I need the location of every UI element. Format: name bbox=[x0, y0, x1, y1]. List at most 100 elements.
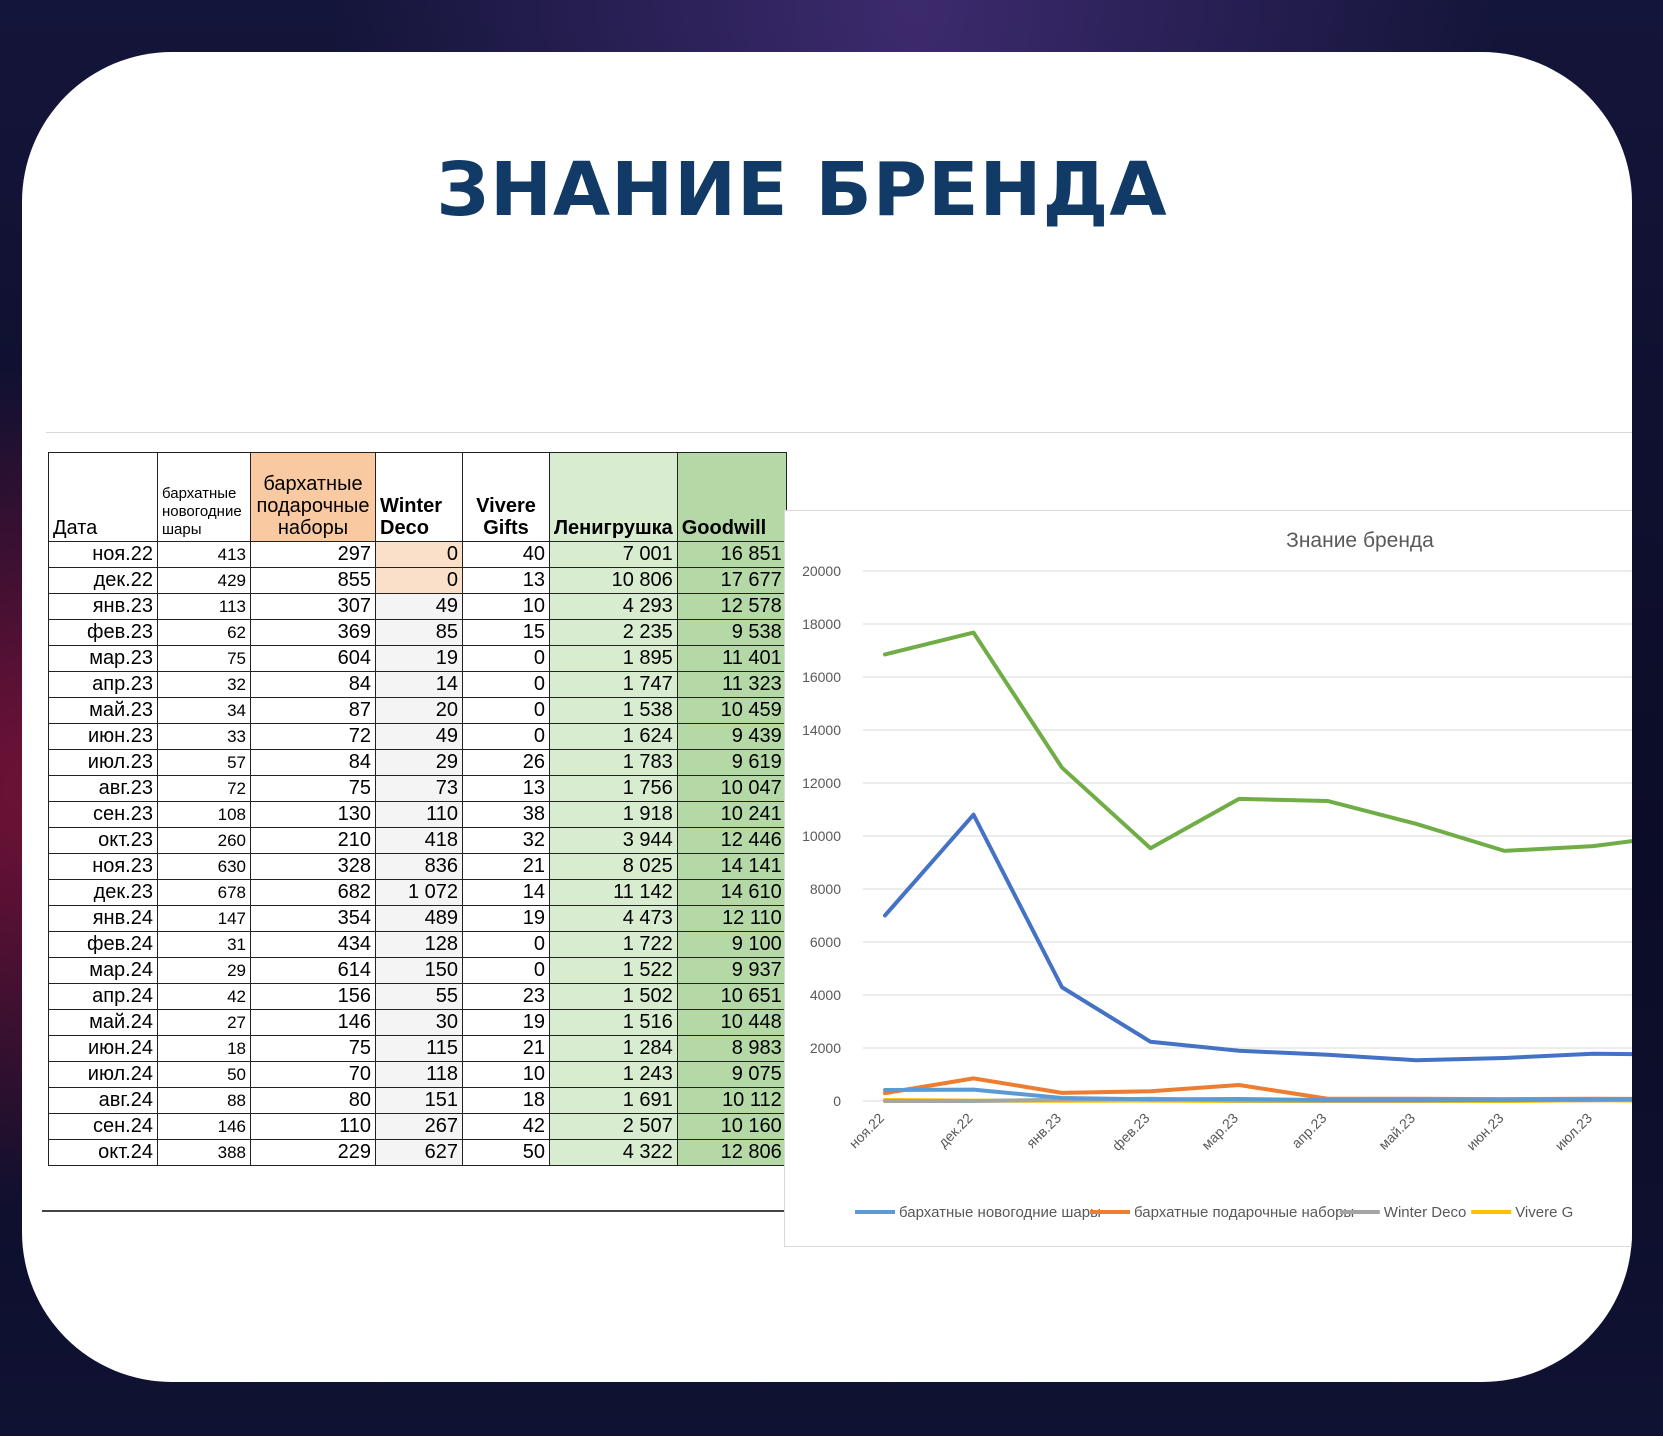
table-cell: май.24 bbox=[48, 1009, 158, 1036]
table-row: авг.24 88 80 151 18 1 691 10 112 bbox=[48, 1087, 787, 1114]
legend-label: бархатные новогодние шары bbox=[899, 1204, 1101, 1221]
table-cell: 17 677 bbox=[676, 567, 787, 594]
legend-label: Vivere G bbox=[1515, 1204, 1573, 1221]
y-tick-label: 8000 bbox=[810, 881, 841, 897]
table-cell: авг.23 bbox=[48, 775, 158, 802]
x-tick-label: фев.23 bbox=[1109, 1110, 1153, 1154]
table-cell: 10 806 bbox=[549, 567, 678, 594]
table-cell: 19 bbox=[462, 1009, 550, 1036]
table-cell: 73 bbox=[375, 775, 463, 802]
table-cell: 0 bbox=[462, 957, 550, 984]
header-vivere-gifts: Vivere Gifts bbox=[462, 452, 550, 542]
table-row: сен.23 108 130 110 38 1 918 10 241 bbox=[48, 801, 787, 828]
table-cell: 75 bbox=[250, 775, 376, 802]
table-cell: окт.23 bbox=[48, 827, 158, 854]
table-cell: 4 322 bbox=[549, 1139, 678, 1166]
table-cell: 113 bbox=[157, 593, 251, 620]
legend-label: бархатные подарочные наборы bbox=[1134, 1204, 1354, 1221]
y-tick-label: 2000 bbox=[810, 1040, 841, 1056]
table-cell: фев.24 bbox=[48, 931, 158, 958]
header-goodwill: Goodwill bbox=[676, 452, 787, 542]
table-cell: 34 bbox=[157, 697, 251, 724]
table-cell: 1 756 bbox=[549, 775, 678, 802]
table-cell: 418 bbox=[375, 827, 463, 854]
table-cell: 12 446 bbox=[676, 827, 787, 854]
table-cell: 10 047 bbox=[676, 775, 787, 802]
table-cell: 1 538 bbox=[549, 697, 678, 724]
x-tick-label: янв.23 bbox=[1023, 1110, 1064, 1151]
table-cell: 29 bbox=[157, 957, 251, 984]
header-gift-sets: бархатные подарочные наборы bbox=[250, 452, 376, 542]
table-cell: 10 bbox=[462, 593, 550, 620]
table-cell: 49 bbox=[375, 593, 463, 620]
x-tick-label: июн.23 bbox=[1463, 1110, 1507, 1154]
table-cell: 682 bbox=[250, 879, 376, 906]
table-cell: мар.23 bbox=[48, 645, 158, 672]
table-cell: 27 bbox=[157, 1009, 251, 1036]
table-cell: 3 944 bbox=[549, 827, 678, 854]
table-cell: июн.24 bbox=[48, 1035, 158, 1062]
table-row: июн.23 33 72 49 0 1 624 9 439 bbox=[48, 723, 787, 750]
table-row: июл.24 50 70 118 10 1 243 9 075 bbox=[48, 1061, 787, 1088]
slide-title: ЗНАНИЕ БРЕНДА bbox=[436, 147, 1168, 233]
table-cell: 151 bbox=[375, 1087, 463, 1114]
table-cell: мар.24 bbox=[48, 957, 158, 984]
table-cell: 21 bbox=[462, 853, 550, 880]
table-cell: 0 bbox=[462, 645, 550, 672]
table-cell: 1 918 bbox=[549, 801, 678, 828]
table-cell: 229 bbox=[250, 1139, 376, 1166]
table-row: окт.23 260 210 418 32 3 944 12 446 bbox=[48, 827, 787, 854]
table-cell: 8 983 bbox=[676, 1035, 787, 1062]
table-cell: 62 bbox=[157, 619, 251, 646]
x-tick-label: дек.22 bbox=[935, 1110, 976, 1151]
table-cell: 10 bbox=[462, 1061, 550, 1088]
table-cell: 12 110 bbox=[676, 905, 787, 932]
table-cell: 14 141 bbox=[676, 853, 787, 880]
table-cell: май.23 bbox=[48, 697, 158, 724]
table-cell: 85 bbox=[375, 619, 463, 646]
table-cell: янв.23 bbox=[48, 593, 158, 620]
table-row: авг.23 72 75 73 13 1 756 10 047 bbox=[48, 775, 787, 802]
table-cell: 50 bbox=[157, 1061, 251, 1088]
table-cell: 354 bbox=[250, 905, 376, 932]
table-row: фев.23 62 369 85 15 2 235 9 538 bbox=[48, 619, 787, 646]
table-row: июн.24 18 75 115 21 1 284 8 983 bbox=[48, 1035, 787, 1062]
table-cell: 260 bbox=[157, 827, 251, 854]
slide: ЗНАНИЕ БРЕНДА Дата бархатные новогодние … bbox=[22, 52, 1632, 1382]
x-tick-label: июл.23 bbox=[1552, 1110, 1596, 1154]
table-cell: июл.24 bbox=[48, 1061, 158, 1088]
table-cell: 1 502 bbox=[549, 983, 678, 1010]
table-cell: 855 bbox=[250, 567, 376, 594]
table-cell: 1 895 bbox=[549, 645, 678, 672]
table-cell: 9 075 bbox=[676, 1061, 787, 1088]
legend-label: Winter Deco bbox=[1384, 1204, 1467, 1221]
table-cell: 21 bbox=[462, 1035, 550, 1062]
table-row: апр.23 32 84 14 0 1 747 11 323 bbox=[48, 671, 787, 698]
table-cell: 110 bbox=[250, 1113, 376, 1140]
table-cell: 146 bbox=[157, 1113, 251, 1140]
table-cell: 297 bbox=[250, 541, 376, 568]
table-cell: 1 691 bbox=[549, 1087, 678, 1114]
y-tick-label: 18000 bbox=[802, 616, 841, 632]
table-cell: 614 bbox=[250, 957, 376, 984]
table-cell: 489 bbox=[375, 905, 463, 932]
table-cell: 0 bbox=[375, 567, 463, 594]
table-cell: 33 bbox=[157, 723, 251, 750]
table-cell: 0 bbox=[462, 931, 550, 958]
table-cell: 38 bbox=[462, 801, 550, 828]
table-cell: 10 448 bbox=[676, 1009, 787, 1036]
table-cell: 12 578 bbox=[676, 593, 787, 620]
table-cell: 32 bbox=[462, 827, 550, 854]
table-row: ноя.23 630 328 836 21 8 025 14 141 bbox=[48, 853, 787, 880]
table-cell: 146 bbox=[250, 1009, 376, 1036]
table-cell: 49 bbox=[375, 723, 463, 750]
table-cell: 32 bbox=[157, 671, 251, 698]
table-cell: 1 072 bbox=[375, 879, 463, 906]
y-tick-label: 14000 bbox=[802, 722, 841, 738]
table-cell: 26 bbox=[462, 749, 550, 776]
header-date: Дата bbox=[48, 452, 158, 542]
y-tick-label: 4000 bbox=[810, 987, 841, 1003]
table-cell: апр.23 bbox=[48, 671, 158, 698]
table-cell: 678 bbox=[157, 879, 251, 906]
table-cell: 10 241 bbox=[676, 801, 787, 828]
